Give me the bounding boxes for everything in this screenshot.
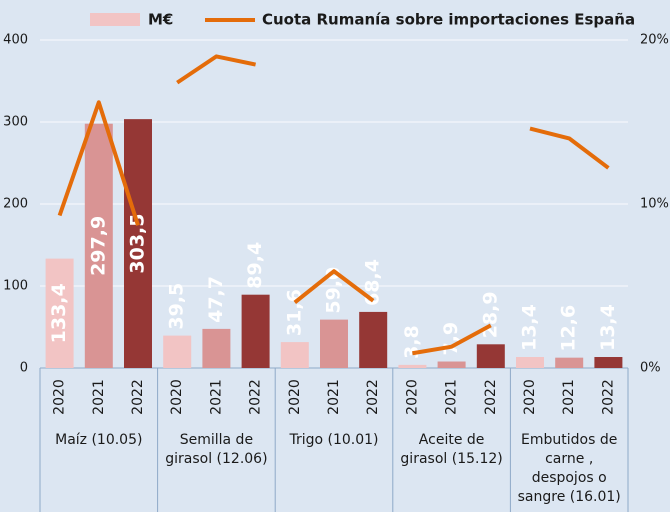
x-tick-label: 2022 — [483, 379, 499, 415]
y2-tick-label: 20% — [640, 33, 669, 48]
bar — [124, 119, 152, 368]
data-label: 13,4 — [597, 304, 619, 351]
data-label: 133,4 — [48, 283, 70, 343]
x-tick-label: 2022 — [365, 379, 381, 415]
bar — [359, 311, 388, 368]
data-label: 7,9 — [440, 322, 462, 356]
y-tick-label: 300 — [3, 115, 28, 130]
y2-tick-label: 10% — [640, 197, 669, 212]
bar — [437, 361, 466, 368]
group-label: Aceite de — [419, 432, 485, 448]
bar — [594, 357, 623, 368]
group-label: girasol (15.12) — [400, 451, 502, 467]
x-tick-label: 2020 — [522, 379, 538, 415]
y-tick-label: 400 — [3, 33, 28, 48]
x-tick-label: 2022 — [248, 379, 264, 415]
bar — [241, 294, 270, 368]
bar — [398, 364, 427, 368]
x-tick-label: 2021 — [444, 379, 460, 415]
data-label: 13,4 — [519, 304, 541, 351]
bar — [163, 335, 192, 368]
x-tick-label: 2021 — [91, 379, 107, 415]
x-tick-label: 2020 — [52, 379, 68, 415]
line-segment — [412, 323, 492, 356]
line-segment — [293, 269, 375, 304]
y-tick-label: 0 — [20, 361, 28, 376]
bar — [516, 357, 544, 368]
data-label: 297,9 — [87, 216, 109, 276]
bar — [320, 319, 348, 368]
data-label: 39,5 — [166, 283, 188, 330]
x-tick-label: 2020 — [404, 379, 420, 415]
x-tick-label: 2021 — [208, 379, 224, 415]
bar — [476, 344, 505, 368]
group-label: Trigo (10.01) — [288, 432, 378, 448]
x-tick-label: 2020 — [169, 379, 185, 415]
bar — [280, 342, 309, 368]
line-segment — [176, 54, 257, 85]
x-tick-label: 2021 — [326, 379, 342, 415]
legend-swatch — [90, 13, 140, 26]
x-tick-label: 2021 — [561, 379, 577, 415]
legend-label: Cuota Rumanía sobre importaciones España — [262, 11, 635, 29]
y-tick-label: 200 — [3, 197, 28, 212]
group-label: despojos o — [532, 470, 607, 486]
y-tick-label: 100 — [3, 279, 28, 294]
group-label: Semilla de — [180, 432, 253, 448]
data-label: 12,6 — [558, 305, 580, 352]
y2-tick-label: 0% — [640, 361, 661, 376]
bar — [555, 357, 584, 368]
bar — [45, 258, 74, 368]
bar — [84, 123, 113, 368]
legend-label: M€ — [148, 11, 173, 29]
line-segment — [529, 126, 610, 170]
data-label: 89,4 — [244, 242, 266, 289]
line-segment — [57, 100, 140, 226]
group-label: sangre (16.01) — [518, 489, 621, 505]
x-tick-label: 2022 — [130, 379, 146, 415]
x-tick-label: 2022 — [600, 379, 616, 415]
group-label: carne , — [545, 451, 593, 467]
data-label: 47,7 — [205, 276, 227, 323]
group-label: Embutidos de — [521, 432, 617, 448]
x-tick-label: 2020 — [287, 379, 303, 415]
bar — [202, 328, 231, 368]
group-label: girasol (12.06) — [165, 451, 267, 467]
group-label: Maíz (10.05) — [55, 432, 142, 448]
data-label: 303,5 — [127, 214, 149, 274]
